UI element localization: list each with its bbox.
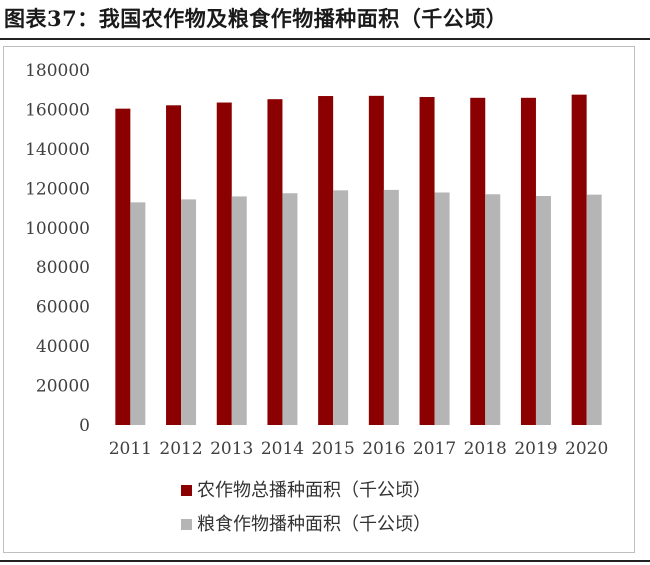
bottom-rule [0,560,650,562]
x-tick-label: 2011 [109,439,152,459]
bar-grain-area [282,193,298,425]
legend-label-grain: 粮食作物播种面积（千公顷） [197,514,431,535]
x-tick-label: 2019 [514,439,557,459]
bar-total-area [318,96,334,426]
x-tick-label: 2012 [159,439,202,459]
x-tick-label: 2018 [464,439,507,459]
x-tick-label: 2016 [362,439,405,459]
legend-swatch-grain [181,519,192,530]
legend-swatch-total [181,485,192,496]
y-tick-label: 180000 [25,61,90,81]
y-tick-label: 60000 [36,298,90,318]
bar-total-area [115,108,131,426]
chart-title: 图表37：我国农作物及粮食作物播种面积（千公顷） [4,6,508,31]
bar-grain-area [383,189,399,425]
bar-grain-area [586,194,602,425]
title-rule [0,38,650,40]
bar-total-area [216,102,232,426]
bar-total-area [571,94,587,426]
x-tick-label: 2020 [565,439,608,459]
bar-grain-area [130,202,146,425]
bar-total-area [520,97,536,425]
x-tick-label: 2015 [312,439,355,459]
bar-grain-area [231,196,247,425]
y-tick-label: 100000 [25,219,90,239]
bar-grain-area [333,190,349,425]
y-tick-label: 120000 [25,179,90,199]
bar-total-area [166,105,182,425]
y-tick-label: 20000 [36,377,90,397]
bar-total-area [470,97,486,425]
bar-grain-area [485,194,501,425]
y-tick-label: 0 [79,416,90,436]
bar-grain-area [181,199,197,425]
y-tick-label: 140000 [25,140,90,160]
bar-total-area [267,99,283,425]
x-tick-label: 2013 [210,439,253,459]
bar-grain-area [434,192,450,425]
y-tick-label: 80000 [36,258,90,278]
y-tick-label: 40000 [36,337,90,357]
y-tick-label: 160000 [25,100,90,120]
legend-label-total: 农作物总播种面积（千公顷） [197,480,431,501]
bar-grain-area [535,196,551,425]
bar-total-area [368,95,384,425]
bar-total-area [419,97,435,426]
x-tick-label: 2017 [413,439,456,459]
x-tick-label: 2014 [261,439,304,459]
chart-frame [3,46,635,553]
